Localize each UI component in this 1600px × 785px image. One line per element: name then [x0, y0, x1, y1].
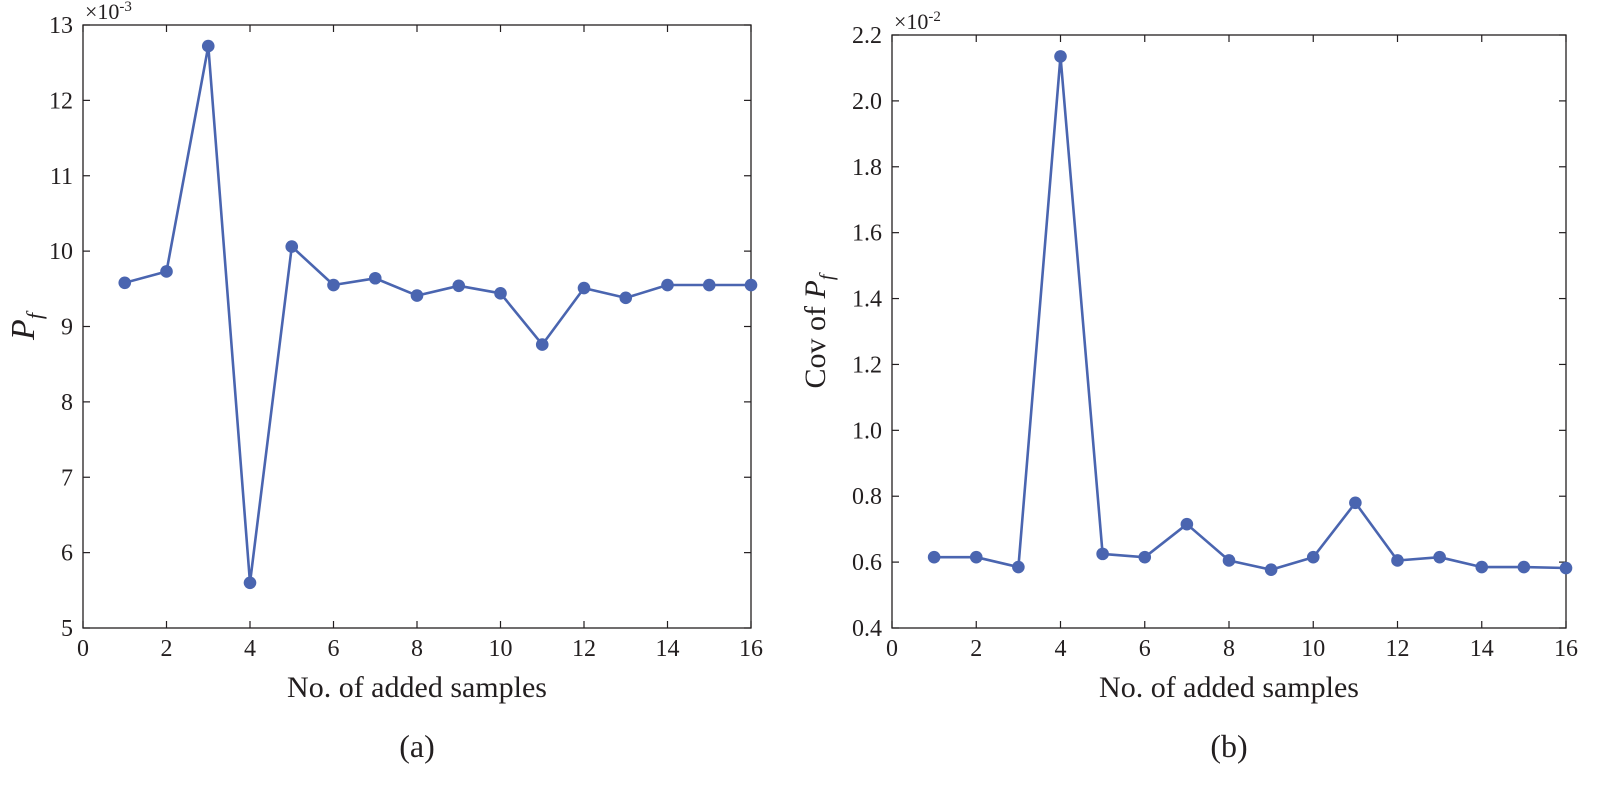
y-multiplier-exponent-b: -2 [928, 9, 941, 25]
y-tick-label-b: 0.6 [852, 550, 882, 576]
x-tick-label-b: 4 [1055, 636, 1067, 662]
x-tick-label-b: 16 [1554, 636, 1578, 662]
x-tick-label-b: 12 [1386, 636, 1410, 662]
data-point-b [927, 550, 941, 564]
y-multiplier-exponent-a: -3 [119, 0, 132, 15]
x-tick-label-b: 0 [886, 636, 898, 662]
data-point-a [535, 338, 549, 351]
x-tick-label-a: 12 [572, 636, 596, 662]
panel-caption-a: (a) [399, 728, 435, 764]
y-tick-label-a: 5 [61, 616, 73, 642]
series-line-a [124, 44, 751, 585]
data-point-b [1433, 550, 1446, 564]
y-tick-label-b: 2.2 [852, 23, 882, 49]
y-tick-label-a: 8 [61, 390, 73, 416]
x-axis-title-b: No. of added samples [1099, 671, 1359, 704]
y-tick-label-a: 9 [61, 315, 73, 341]
data-point-a [160, 265, 173, 278]
y-multiplier-label-b: ×10-2 [894, 9, 941, 34]
y-tick-label-b: 0.8 [852, 484, 882, 510]
y-tick-label-b: 1.4 [852, 287, 882, 313]
data-point-b [1306, 550, 1320, 564]
y-axis-title-a: Pf [5, 310, 47, 341]
y-tick-label-a: 11 [50, 164, 73, 190]
data-point-a [368, 271, 382, 285]
y-axis-title-b: Cov of Pf [799, 272, 838, 388]
data-point-a [661, 278, 674, 292]
plot-frame-b [891, 34, 1567, 629]
data-point-b [1391, 554, 1404, 567]
data-point-b [1475, 560, 1489, 574]
data-point-b [1054, 50, 1067, 63]
data-point-a [243, 576, 257, 590]
x-tick-label-b: 14 [1470, 636, 1494, 662]
panel-a: 0 2 4 6 8 10 12 14 16 5 6 7 8 9 10 11 12 13 ×10-3 No. of ad… [5, 0, 763, 764]
data-point-a [327, 278, 340, 292]
x-tick-label-a: 14 [656, 636, 680, 662]
y-tick-label-b: 1.8 [852, 155, 882, 181]
data-point-b [1222, 554, 1236, 567]
x-axis-title-a: No. of added samples [287, 671, 547, 704]
panel-caption-b: (b) [1210, 728, 1247, 764]
data-point-b [1559, 561, 1573, 575]
x-tick-label-a: 10 [489, 636, 513, 662]
x-tick-label-b: 10 [1301, 636, 1325, 662]
y-tick-label-a: 10 [49, 239, 73, 265]
x-tick-label-b: 6 [1139, 636, 1151, 662]
series-line-b [934, 55, 1567, 572]
data-point-b [1138, 550, 1152, 564]
y-tick-label-b: 2.0 [852, 89, 882, 115]
y-tick-label-a: 12 [49, 88, 73, 114]
data-point-b [1096, 547, 1109, 561]
y-tick-label-b: 1.2 [852, 352, 882, 378]
data-point-b [1012, 560, 1025, 574]
y-tick-label-a: 13 [49, 13, 73, 39]
data-point-a [619, 291, 633, 305]
data-point-b [1517, 560, 1531, 574]
data-point-a [702, 278, 716, 292]
data-point-a [744, 278, 758, 292]
x-tick-label-a: 0 [77, 636, 89, 662]
data-point-a [410, 289, 424, 302]
panel-b: 0 2 4 6 8 10 12 14 16 0.4 0.6 0.8 1.0 1.2 1.4 1.6 1.8 2.0… [799, 9, 1578, 764]
y-tick-label-a: 6 [61, 541, 73, 567]
y-multiplier-label-a: ×10-3 [85, 0, 132, 24]
data-point-a [494, 287, 507, 300]
data-point-a [577, 281, 591, 295]
x-tick-label-a: 16 [739, 636, 763, 662]
data-point-a [285, 240, 299, 253]
data-point-a [201, 39, 215, 53]
data-point-b [1264, 563, 1278, 576]
data-point-b [969, 550, 983, 564]
data-point-a [452, 279, 466, 293]
x-tick-label-a: 6 [328, 636, 340, 662]
plot-frame-a [82, 24, 752, 629]
x-tick-label-b: 8 [1223, 636, 1235, 662]
data-point-b [1349, 496, 1362, 510]
y-tick-label-a: 7 [61, 465, 73, 491]
y-tick-label-b: 0.4 [852, 616, 882, 642]
y-tick-label-b: 1.0 [852, 418, 882, 444]
y-tick-label-b: 1.6 [852, 221, 882, 247]
x-tick-label-a: 4 [244, 636, 256, 662]
data-point-a [118, 276, 132, 290]
x-tick-label-a: 2 [161, 636, 173, 662]
x-tick-label-a: 8 [411, 636, 423, 662]
data-point-b [1180, 517, 1194, 531]
x-tick-label-b: 2 [970, 636, 982, 662]
